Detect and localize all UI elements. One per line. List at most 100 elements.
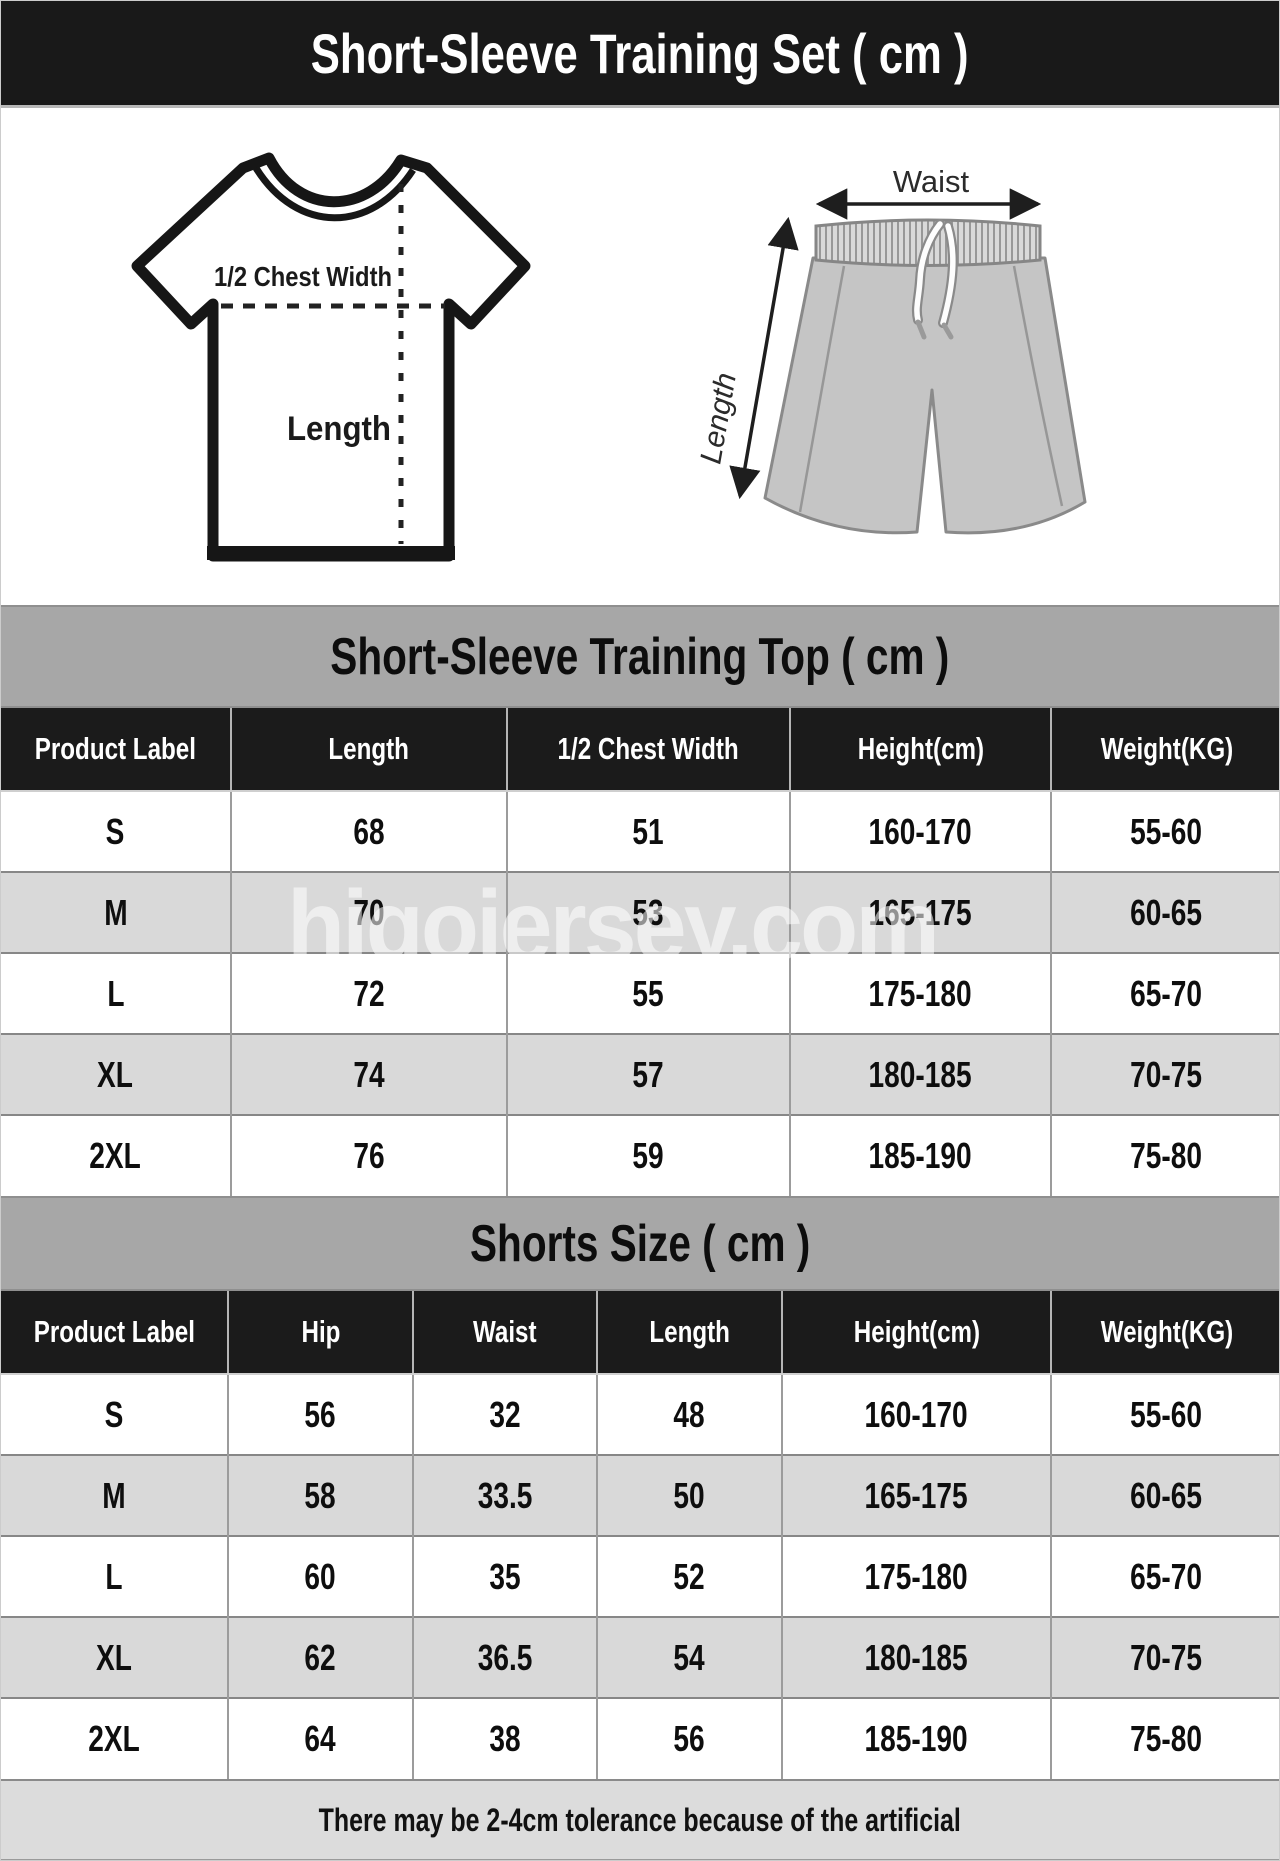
table-header-cell: Height(cm) <box>790 708 1052 792</box>
table-header-cell: Height(cm) <box>782 1291 1052 1375</box>
shorts-left-seam <box>798 265 846 513</box>
table-cell: 68 <box>231 791 508 872</box>
shorts-length-label: Length <box>694 370 742 466</box>
table-cell: 36.5 <box>413 1616 598 1698</box>
table-row: M 58 33.5 50 165-175 60-65 <box>1 1454 1279 1536</box>
shorts-size-table: Product Label Hip Waist Length Height(cm… <box>1 1291 1279 1779</box>
table-cell: 72 <box>231 952 508 1034</box>
measurement-diagram: 1/2 Chest Width Length Waist Length <box>1 108 1279 605</box>
tshirt-illustration: 1/2 Chest Width Length <box>131 152 531 562</box>
tshirt-hem-band <box>207 546 455 560</box>
table-cell: 180-185 <box>790 1033 1052 1115</box>
table-cell: 185-190 <box>790 1114 1052 1196</box>
table-row: XL 74 57 180-185 70-75 <box>1 1033 1279 1115</box>
table-row: S 68 51 160-170 55-60 <box>1 791 1279 872</box>
shorts-body <box>763 256 1087 535</box>
header-label: Waist <box>473 1314 537 1349</box>
table-header-cell: Length <box>597 1291 783 1375</box>
header-label: Weight(KG) <box>1100 1314 1233 1349</box>
table-cell: 165-175 <box>790 871 1052 953</box>
table-cell: S <box>1 791 232 872</box>
table-cell: 180-185 <box>782 1616 1052 1698</box>
tshirt-outline <box>131 152 531 562</box>
table-cell: 33.5 <box>413 1454 598 1536</box>
table-header-cell: Waist <box>413 1291 598 1375</box>
shorts-right-seam <box>1012 265 1064 507</box>
table-cell: XL <box>1 1616 229 1698</box>
table-cell: 56 <box>597 1697 783 1779</box>
table-cell: 165-175 <box>782 1454 1052 1536</box>
table-cell: 2XL <box>1 1114 232 1196</box>
chest-width-label: 1/2 Chest Width <box>214 261 392 292</box>
table-cell: 59 <box>507 1114 791 1196</box>
table-cell: 52 <box>597 1535 783 1617</box>
tshirt-length-label: Length <box>287 410 391 448</box>
table-header-cell: 1/2 Chest Width <box>507 708 791 792</box>
tshirt-collar-seam <box>253 166 416 222</box>
table-row: M 70 53 165-175 60-65 <box>1 871 1279 953</box>
table-cell: L <box>1 952 232 1034</box>
section-title-shorts: Shorts Size ( cm ) <box>469 1214 811 1273</box>
table-cell: 54 <box>597 1616 783 1698</box>
header-label: Weight(KG) <box>1100 731 1233 766</box>
header-label: Height(cm) <box>857 731 984 766</box>
measurement-diagram-svg: 1/2 Chest Width Length Waist Length <box>131 152 1087 562</box>
table-cell: 55-60 <box>1051 1374 1279 1455</box>
table-cell: 185-190 <box>782 1697 1052 1779</box>
table-cell: M <box>1 871 232 953</box>
section-header-shorts: Shorts Size ( cm ) <box>1 1196 1279 1291</box>
table-cell: 55-60 <box>1051 791 1279 872</box>
header-label: 1/2 Chest Width <box>557 731 740 766</box>
section-title-top: Short-Sleeve Training Top ( cm ) <box>330 627 950 686</box>
table-cell: 51 <box>507 791 791 872</box>
table-cell: 175-180 <box>790 952 1052 1034</box>
table-cell: 56 <box>228 1374 414 1455</box>
table-cell: 64 <box>228 1697 414 1779</box>
table-header-cell: Weight(KG) <box>1051 708 1279 792</box>
table-cell: 38 <box>413 1697 598 1779</box>
table-cell: 60-65 <box>1051 871 1279 953</box>
table-header-cell: Product Label <box>1 1291 229 1375</box>
table-cell: 175-180 <box>782 1535 1052 1617</box>
footer-note-bar: There may be 2-4cm tolerance because of … <box>1 1779 1279 1860</box>
table-cell: XL <box>1 1033 232 1115</box>
table-cell: 57 <box>507 1033 791 1115</box>
table-cell: 35 <box>413 1535 598 1617</box>
drawstring <box>911 219 958 340</box>
header-label: Height(cm) <box>853 1314 980 1349</box>
table-cell: 55 <box>507 952 791 1034</box>
section-header-top: Short-Sleeve Training Top ( cm ) <box>1 605 1279 708</box>
table-cell: 76 <box>231 1114 508 1196</box>
table-header-cell: Weight(KG) <box>1051 1291 1279 1375</box>
table-cell: 70 <box>231 871 508 953</box>
table-cell: 62 <box>228 1616 414 1698</box>
table-cell: 58 <box>228 1454 414 1536</box>
table-cell: 48 <box>597 1374 783 1455</box>
table-header-row: Product Label Length 1/2 Chest Width Hei… <box>1 708 1279 792</box>
shorts-illustration: Waist Length <box>694 164 1087 535</box>
table-cell: 65-70 <box>1051 1535 1279 1617</box>
table-header-cell: Hip <box>228 1291 414 1375</box>
table-cell: 60 <box>228 1535 414 1617</box>
table-cell: 32 <box>413 1374 598 1455</box>
table-cell: 160-170 <box>790 791 1052 872</box>
table-header-row: Product Label Hip Waist Length Height(cm… <box>1 1291 1279 1375</box>
table-cell: 50 <box>597 1454 783 1536</box>
training-top-size-table: Product Label Length 1/2 Chest Width Hei… <box>1 708 1279 1196</box>
page-title-bar: Short-Sleeve Training Set ( cm ) <box>1 1 1279 108</box>
table-cell: 70-75 <box>1051 1033 1279 1115</box>
table-header-cell: Length <box>231 708 508 792</box>
page-title: Short-Sleeve Training Set ( cm ) <box>311 21 969 85</box>
table-row: L 60 35 52 175-180 65-70 <box>1 1535 1279 1617</box>
table-cell: M <box>1 1454 229 1536</box>
footer-note: There may be 2-4cm tolerance because of … <box>318 1801 962 1838</box>
table-cell: 160-170 <box>782 1374 1052 1455</box>
table-cell: 53 <box>507 871 791 953</box>
table-row: 2XL 76 59 185-190 75-80 <box>1 1114 1279 1196</box>
table-row: L 72 55 175-180 65-70 <box>1 952 1279 1034</box>
header-label: Product Label <box>33 1314 195 1349</box>
header-label: Hip <box>301 1314 340 1349</box>
table-row: XL 62 36.5 54 180-185 70-75 <box>1 1616 1279 1698</box>
table-cell: 74 <box>231 1033 508 1115</box>
